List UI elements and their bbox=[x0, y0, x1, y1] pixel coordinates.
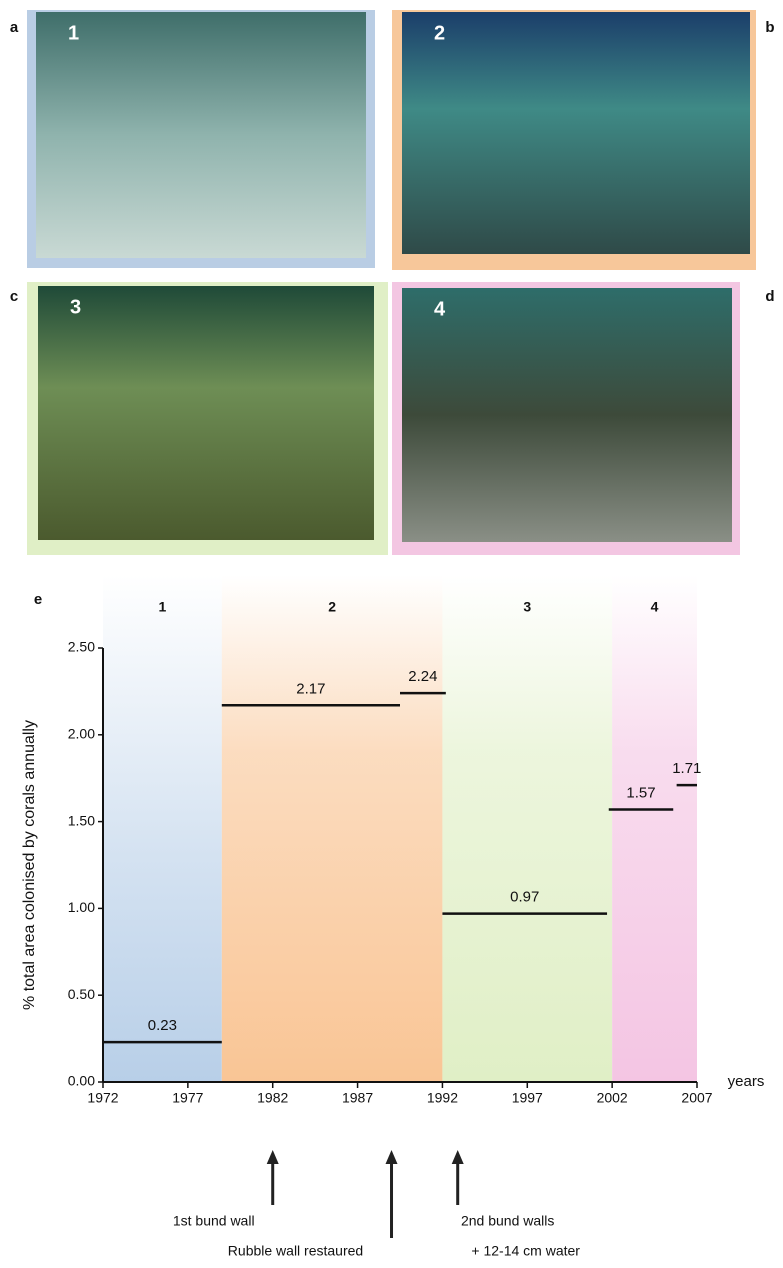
y-tick-label: 2.50 bbox=[68, 639, 95, 655]
value-label: 2.17 bbox=[296, 680, 325, 697]
annotation: Rubble wall restaured bbox=[228, 1243, 363, 1259]
figure: 1 a 2 b 3 c 4 d e 1 2 3 4 0.00 0.50 1.00 1.50 2.00 2.50 197… bbox=[0, 0, 783, 1263]
annotation: 2nd bund walls bbox=[461, 1213, 554, 1229]
x-tick-label: 1982 bbox=[257, 1090, 288, 1106]
value-label: 0.23 bbox=[148, 1017, 177, 1034]
y-axis-title: % total area colonised by corals annuall… bbox=[21, 720, 38, 1010]
phase-label: 3 bbox=[523, 599, 531, 615]
value-label: 1.57 bbox=[626, 784, 655, 801]
x-tick-label: 1977 bbox=[172, 1090, 203, 1106]
phase-band bbox=[103, 575, 222, 1082]
photo bbox=[402, 288, 732, 542]
x-tick-label: 2007 bbox=[681, 1090, 712, 1106]
x-tick-label: 1987 bbox=[342, 1090, 373, 1106]
panel-number: 1 bbox=[68, 22, 79, 44]
phase-band bbox=[222, 575, 443, 1082]
annotation: + 12-14 cm water bbox=[471, 1243, 580, 1259]
arrow-head bbox=[452, 1150, 464, 1164]
panel-letter: c bbox=[10, 288, 18, 305]
value-label: 0.97 bbox=[510, 889, 539, 906]
x-axis-title: years bbox=[728, 1073, 765, 1090]
value-label: 1.71 bbox=[672, 760, 701, 777]
x-tick-label: 1972 bbox=[87, 1090, 118, 1106]
value-label: 2.24 bbox=[408, 668, 437, 685]
panel-number: 4 bbox=[434, 298, 446, 320]
x-tick-label: 1997 bbox=[512, 1090, 543, 1106]
y-tick-label: 1.00 bbox=[68, 899, 95, 915]
arrow-head bbox=[267, 1150, 279, 1164]
y-tick-label: 0.00 bbox=[68, 1073, 95, 1089]
panel-number: 3 bbox=[70, 296, 81, 318]
panel-letter: b bbox=[765, 19, 774, 36]
phase-label: 1 bbox=[159, 599, 167, 615]
photo bbox=[38, 286, 374, 540]
y-tick-label: 2.00 bbox=[68, 726, 95, 742]
panel-letter: d bbox=[765, 288, 774, 305]
x-tick-label: 1992 bbox=[427, 1090, 458, 1106]
arrow-head bbox=[386, 1150, 398, 1164]
panel-number: 2 bbox=[434, 22, 445, 44]
phase-band bbox=[612, 575, 697, 1082]
panel-letter: a bbox=[10, 19, 19, 36]
phase-band bbox=[442, 575, 612, 1082]
phase-label: 4 bbox=[651, 599, 659, 615]
panel-letter: e bbox=[34, 591, 42, 608]
y-tick-label: 1.50 bbox=[68, 812, 95, 828]
photo bbox=[402, 12, 750, 254]
phase-label: 2 bbox=[328, 599, 336, 615]
y-tick-label: 0.50 bbox=[68, 986, 95, 1002]
annotation: 1st bund wall bbox=[173, 1213, 255, 1229]
photo bbox=[36, 12, 366, 258]
x-tick-label: 2002 bbox=[597, 1090, 628, 1106]
